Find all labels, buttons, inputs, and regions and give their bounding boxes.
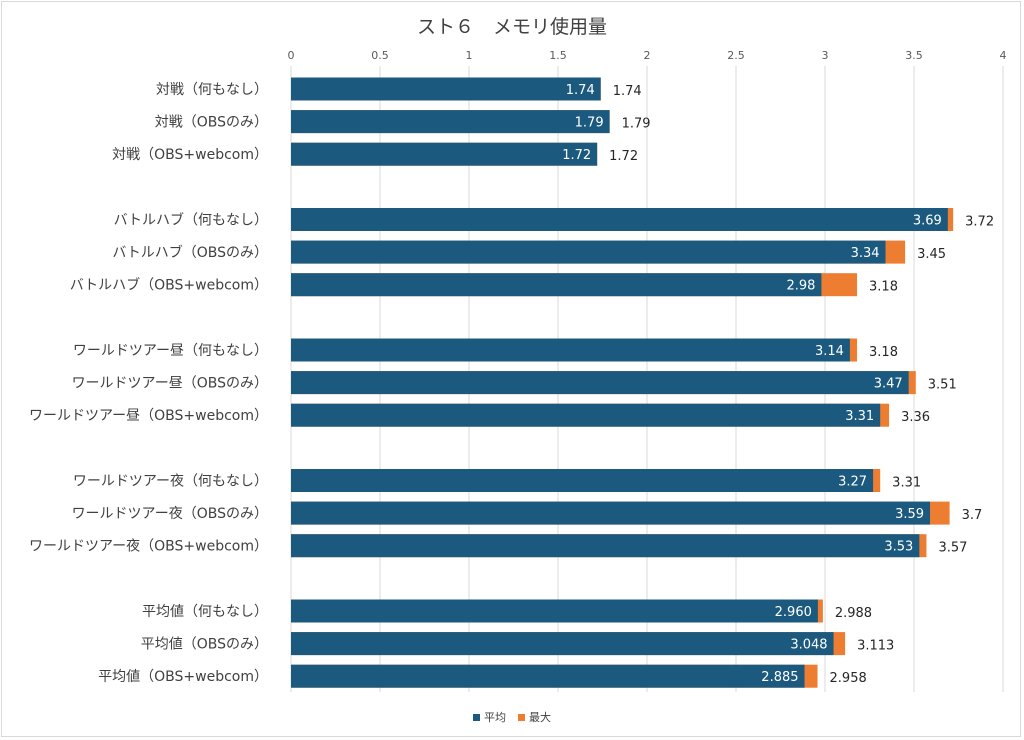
x-tick-label: 1 [466, 49, 473, 62]
data-label-avg: 3.31 [845, 409, 874, 424]
data-label-avg: 3.59 [895, 507, 924, 522]
category-label: ワールドツアー昼（OBSのみ） [72, 376, 268, 392]
chart-title: スト６ メモリ使用量 [417, 16, 607, 38]
data-label-avg: 2.960 [775, 605, 812, 620]
data-label-avg: 1.79 [575, 116, 604, 131]
data-label-max: 3.113 [857, 639, 894, 654]
category-label: ワールドツアー昼（何もなし） [73, 343, 268, 359]
legend-label-max: 最大 [529, 710, 551, 724]
gridlines [290, 66, 1004, 692]
bar-avg [291, 501, 931, 525]
bar-avg [291, 273, 822, 297]
bar-avg [291, 534, 920, 558]
bar-avg [291, 77, 601, 101]
legend-swatch-max [518, 714, 525, 721]
data-label-max: 3.72 [965, 215, 994, 230]
data-label-avg: 1.74 [566, 83, 595, 98]
x-tick-label: 0 [288, 49, 295, 62]
bar-avg [291, 664, 805, 688]
bar-avg [291, 240, 886, 264]
x-axis-ticks: 0 0.5 1 1.5 2 2.5 3 3.5 4 [288, 49, 1007, 62]
data-label-avg: 3.14 [815, 344, 844, 359]
bar-avg [291, 338, 850, 362]
x-tick-label: 1.5 [549, 49, 567, 62]
category-label: ワールドツアー夜（OBSのみ） [72, 506, 268, 522]
legend-swatch-avg [473, 714, 480, 721]
data-label-avg: 3.53 [884, 540, 913, 555]
bar-avg [291, 208, 948, 231]
x-tick-label: 0.5 [371, 49, 389, 62]
data-label-avg: 3.34 [851, 246, 880, 261]
data-label-max: 3.45 [917, 247, 946, 262]
data-label-max: 1.74 [613, 84, 642, 99]
data-label-max: 2.958 [830, 671, 867, 686]
data-label-avg: 2.98 [786, 279, 815, 294]
category-label: 平均値（何もなし） [142, 604, 268, 620]
category-label: 対戦（OBS+webcom） [112, 147, 268, 163]
data-label-avg: 1.72 [562, 148, 591, 163]
category-label: 平均値（OBSのみ） [141, 637, 268, 653]
data-label-max: 1.72 [609, 149, 638, 164]
data-label-max: 3.51 [928, 378, 957, 393]
category-label: バトルハブ（OBS+webcom） [70, 277, 268, 294]
category-label: 対戦（OBSのみ） [155, 115, 268, 131]
data-labels: 1.74 1.74 1.79 1.79 1.72 1.72 3.69 3.72 3.34 3.45… [562, 83, 994, 686]
category-label: 平均値（OBS+webcom） [98, 669, 268, 685]
data-label-max: 3.18 [869, 345, 898, 360]
x-tick-label: 2.5 [727, 49, 745, 62]
legend: 平均 最大 [473, 710, 551, 724]
bar-avg [291, 371, 909, 395]
bar-avg [291, 632, 834, 656]
data-label-max: 3.18 [869, 280, 898, 295]
category-label: 対戦（何もなし） [156, 82, 268, 98]
data-label-avg: 3.47 [874, 377, 903, 392]
bar-avg [291, 110, 610, 134]
category-label: バトルハブ（何もなし） [114, 212, 268, 229]
data-label-max: 3.57 [938, 541, 967, 556]
bars [291, 77, 954, 688]
data-label-max: 3.36 [901, 410, 930, 425]
bar-avg [291, 599, 818, 623]
data-label-max: 1.79 [622, 117, 651, 132]
x-tick-label: 2 [644, 49, 651, 62]
data-label-avg: 3.69 [913, 214, 942, 229]
category-label: ワールドツアー昼（OBS+webcom） [29, 408, 268, 424]
bar-avg [291, 142, 598, 166]
x-tick-label: 3 [822, 49, 829, 62]
category-label: バトルハブ（OBSのみ） [112, 244, 268, 261]
category-label: ワールドツアー夜（何もなし） [73, 474, 268, 490]
bar-avg [291, 469, 874, 492]
data-label-avg: 3.27 [838, 475, 867, 490]
data-label-avg: 2.885 [761, 670, 798, 685]
bar-avg [291, 403, 881, 427]
data-label-avg: 3.048 [790, 638, 827, 653]
category-labels: 対戦（何もなし） 対戦（OBSのみ） 対戦（OBS+webcom） バトルハブ（何もな… [29, 82, 268, 685]
data-label-max: 3.7 [962, 508, 983, 523]
data-label-max: 3.31 [892, 476, 921, 491]
legend-label-avg: 平均 [484, 711, 506, 724]
data-label-max: 2.988 [835, 606, 872, 621]
category-label: ワールドツアー夜（OBS+webcom） [29, 539, 268, 555]
x-tick-label: 3.5 [905, 49, 923, 62]
x-tick-label: 4 [1000, 49, 1007, 62]
